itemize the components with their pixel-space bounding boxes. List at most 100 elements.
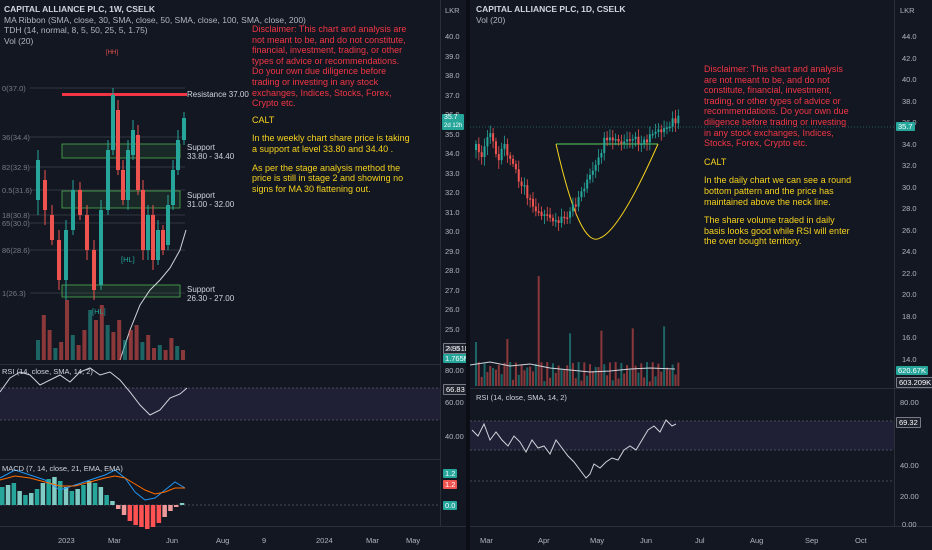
volume-bar [675,375,677,386]
time-tick: May [590,536,604,545]
volume-bar [515,363,517,386]
indicator-vol[interactable]: Vol (20) [476,15,626,26]
hh-label: [HH] [106,50,118,56]
weekly-price-axis[interactable]: LKR 40.039.038.037.036.035.034.033.032.0… [441,0,466,360]
rsi-tick: 0.00 [902,520,917,529]
price-tick: 39.0 [445,52,460,61]
macd-indicator-label[interactable]: MACD (7, 14, close, 21, EMA, EMA) [2,464,123,473]
candle-body [116,110,120,170]
volume-bar [129,330,133,360]
fib-label: 36(34.4) [2,133,30,142]
time-tick: 2024 [316,536,333,545]
candle-body [121,170,125,200]
support-label-2: Support 31.00 - 32.00 [187,191,234,209]
volume-bar [549,378,551,386]
time-tick: Sep [805,536,818,545]
chart-header: CAPITAL ALLIANCE PLC, 1D, CSELK Vol (20) [476,4,626,25]
weekly-volume [36,300,185,360]
analysis-text-2: The share volume traded in daily basis l… [704,215,854,247]
time-tick: Jun [640,536,652,545]
price-tick: 24.0 [445,344,460,353]
candle-body [512,159,514,164]
daily-candles [475,109,679,231]
candle-body [589,175,591,180]
candle-body [111,95,115,150]
candle-body [501,149,503,160]
volume-bar [169,338,173,360]
rsi-tick: 80.00 [900,398,919,407]
rsi-indicator-label[interactable]: RSI (14, close, SMA, 14, 2) [2,367,93,376]
candle-body [131,130,135,155]
candle-body [521,182,523,186]
candle-body [555,220,557,222]
price-tick: 30.0 [445,227,460,236]
candle-body [612,137,614,140]
macd-bar [12,483,17,505]
macd-histogram [0,477,184,529]
price-tick: 27.0 [445,286,460,295]
candle-body [666,127,668,129]
macd-bar [122,505,127,515]
disclaimer: Disclaimer: This chart and analysis are … [252,24,412,109]
volume-tag: 620.67K [896,366,928,375]
volume-bar [620,363,622,386]
weekly-chart-pane[interactable]: CAPITAL ALLIANCE PLC, 1W, CSELK MA Ribbo… [0,0,466,550]
macd-bar [174,505,179,507]
volume-bar [106,325,110,360]
volume-bar [640,363,642,386]
macd-zero-tag: 0.0 [443,501,457,510]
volume-bar [646,362,648,386]
candle-body [572,204,574,211]
hl-label: [HL] [121,255,135,264]
volume-bar [53,348,57,360]
price-tick: 16.0 [902,333,917,342]
candle-body [558,220,560,223]
ticker-label: CALT [252,115,412,126]
volume-bar [572,363,574,386]
rsi-indicator-label[interactable]: RSI (14, close, SMA, 14, 2) [476,393,567,402]
support-zone-3 [62,285,180,297]
candle-body [600,153,602,158]
volume-bar [606,375,608,386]
price-tick: 29.0 [445,247,460,256]
candle-body [526,185,528,198]
macd-bar [110,501,115,505]
pane-separator [0,364,440,365]
price-tick: 14.0 [902,355,917,364]
time-tick: 9 [262,536,266,545]
resistance-line [62,93,187,96]
macd-bar [128,505,133,521]
candle-body [543,214,545,216]
daily-chart-pane[interactable]: CAPITAL ALLIANCE PLC, 1D, CSELK Vol (20)… [470,0,932,550]
macd-bar [35,489,40,505]
volume-bar [575,378,577,386]
daily-volume [475,276,679,386]
volume-bar [561,369,563,386]
candle-body [176,140,180,170]
volume-bar [484,363,486,386]
volume-bar [59,342,63,360]
ticker-label: CALT [704,157,854,168]
volume-bar [123,340,127,360]
round-bottom-arc [556,144,658,239]
candle-body [586,180,588,189]
candle-body [620,141,622,143]
pane-separator [0,459,440,460]
time-tick: May [406,536,420,545]
volume-bar [598,367,600,386]
candle-body [626,139,628,141]
volume-bar [88,310,92,360]
symbol-title[interactable]: CAPITAL ALLIANCE PLC, 1D, CSELK [476,4,626,15]
volume-bar [580,381,582,386]
volume-bar [36,340,40,360]
time-tick: Jul [695,536,705,545]
volume-bar [152,348,156,360]
symbol-title[interactable]: CAPITAL ALLIANCE PLC, 1W, CSELK [4,4,306,15]
rsi-tick: 40.00 [445,432,464,441]
candle-body [563,217,565,219]
candle-body [655,132,657,134]
volume-bar [71,335,75,360]
macd-bar [157,505,162,523]
macd-bar [17,491,22,505]
candle-body [156,230,160,260]
